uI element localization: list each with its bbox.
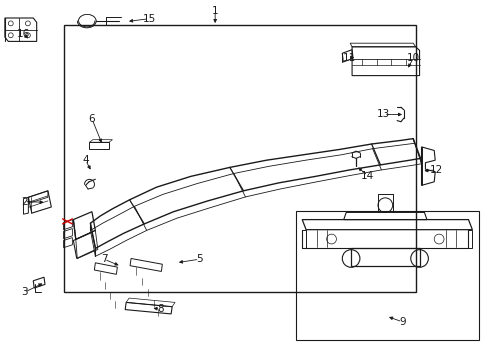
Text: 6: 6	[88, 114, 95, 124]
Text: 14: 14	[360, 171, 374, 181]
Bar	[63, 25, 415, 292]
Text: 9: 9	[398, 317, 405, 327]
Bar	[89, 142, 109, 149]
Text: 5: 5	[196, 254, 203, 264]
Text: 15: 15	[142, 14, 156, 24]
Text: 11: 11	[342, 53, 355, 63]
Text: 4: 4	[82, 155, 89, 165]
Text: 8: 8	[157, 304, 163, 314]
Text: 16: 16	[17, 29, 30, 39]
Text: 1: 1	[211, 6, 218, 16]
Text: 3: 3	[21, 287, 28, 297]
Text: 2: 2	[21, 197, 28, 207]
Text: 13: 13	[376, 109, 390, 120]
Text: 7: 7	[101, 254, 107, 264]
Bar	[295, 211, 478, 340]
Text: 12: 12	[429, 165, 443, 175]
Text: 10: 10	[406, 53, 419, 63]
